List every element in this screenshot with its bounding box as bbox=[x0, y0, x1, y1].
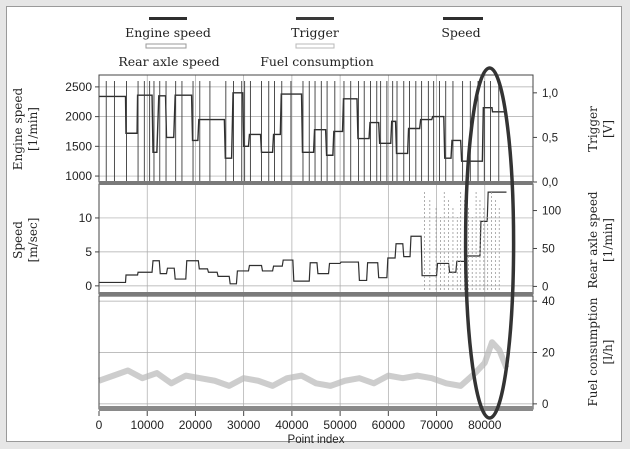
y-axis-label-engine-speed-line: [1/min] bbox=[26, 107, 40, 151]
panel-divider bbox=[99, 181, 533, 185]
x-axis-label: Point index bbox=[288, 434, 345, 446]
y-tick-label-left: 2000 bbox=[65, 110, 92, 124]
y-axis-label-fuel-consumption-line: [l/h] bbox=[601, 340, 615, 365]
y-axis-label-engine-speed-line: Engine speed bbox=[11, 88, 25, 171]
legend: Engine speed Trigger Speed Rear axle spe… bbox=[118, 17, 483, 69]
engine-speed-line bbox=[99, 92, 507, 162]
y-tick-label-left: 5 bbox=[85, 245, 92, 259]
x-axis-bar bbox=[99, 406, 533, 411]
y-axis-label-speed: Speed[m/sec] bbox=[11, 218, 40, 263]
panel-frames bbox=[98, 74, 534, 411]
y-axis-label-rear-axle-speed-line: Rear axle speed bbox=[586, 191, 600, 289]
x-tick-label: 70000 bbox=[420, 418, 454, 432]
y-tick-label-left: 1500 bbox=[65, 139, 92, 153]
y-tick-label-right: 100 bbox=[542, 206, 561, 218]
y-tick-label-left: 10 bbox=[79, 211, 93, 225]
highlight-ellipse bbox=[463, 66, 516, 420]
figure-frame bbox=[6, 6, 622, 442]
y-tick-label-right: 20 bbox=[542, 348, 555, 360]
plot-panels bbox=[98, 75, 533, 409]
y-axis-label-trigger: Trigger[V] bbox=[586, 106, 615, 152]
annotations bbox=[463, 66, 516, 420]
y-axis-label-speed-line: [m/sec] bbox=[26, 218, 40, 263]
y-axis-label-engine-speed: Engine speed[1/min] bbox=[11, 88, 40, 171]
legend-label-fuel-consumption: Fuel consumption bbox=[260, 54, 374, 69]
legend-swatch-rear-axle-speed bbox=[145, 43, 187, 49]
y-tick-label-left: 0 bbox=[85, 279, 92, 293]
x-tick-label: 60000 bbox=[372, 418, 406, 432]
x-tick-label: 80000 bbox=[468, 418, 502, 432]
y-tick-label-right: 50 bbox=[542, 243, 555, 255]
panel-divider bbox=[99, 292, 533, 296]
y-tick-label-right: 0 bbox=[542, 399, 548, 411]
x-tick-label: 50000 bbox=[323, 418, 357, 432]
y-tick-label-right: 1,0 bbox=[542, 88, 558, 100]
x-tick-label: 40000 bbox=[275, 418, 309, 432]
speed-line bbox=[99, 191, 507, 285]
fuel-consumption-line bbox=[97, 339, 510, 389]
x-tick-label: 0 bbox=[96, 418, 103, 432]
x-tick-label: 30000 bbox=[227, 418, 261, 432]
y-tick-label-right: 0 bbox=[542, 281, 548, 293]
y-axis-label-fuel-consumption: Fuel consumption[l/h] bbox=[586, 297, 615, 406]
axis-ticks: 0 10000 20000 30000 40000 50000 60000 70000 8000… bbox=[65, 80, 561, 432]
y-axis-label-speed-line: Speed bbox=[11, 221, 25, 259]
legend-label-rear-axle-speed: Rear axle speed bbox=[118, 54, 219, 69]
x-tick-label: 10000 bbox=[131, 418, 165, 432]
legend-swatch-speed bbox=[443, 17, 483, 20]
legend-swatch-engine-speed bbox=[149, 17, 187, 20]
x-tick-label: 20000 bbox=[179, 418, 213, 432]
y-tick-label-right: 0,0 bbox=[542, 177, 558, 189]
y-tick-label-right: 0,5 bbox=[542, 132, 558, 144]
y-axis-label-trigger-line: [V] bbox=[601, 120, 615, 138]
legend-swatch-trigger bbox=[296, 17, 334, 20]
y-axis-label-trigger-line: Trigger bbox=[586, 106, 600, 152]
legend-swatch-fuel-consumption bbox=[295, 43, 335, 49]
y-axis-label-rear-axle-speed-line: [1/min] bbox=[601, 218, 615, 262]
y-axis-label-rear-axle-speed: Rear axle speed[1/min] bbox=[586, 191, 615, 289]
legend-label-speed: Speed bbox=[441, 25, 480, 40]
legend-label-engine-speed: Engine speed bbox=[125, 25, 211, 40]
legend-label-trigger: Trigger bbox=[291, 25, 339, 40]
y-tick-label-left: 1000 bbox=[65, 169, 92, 183]
y-tick-label-right: 40 bbox=[542, 296, 555, 308]
data-series bbox=[97, 81, 510, 389]
y-axis-label-fuel-consumption-line: Fuel consumption bbox=[586, 297, 600, 406]
y-tick-label-left: 2500 bbox=[65, 80, 92, 94]
